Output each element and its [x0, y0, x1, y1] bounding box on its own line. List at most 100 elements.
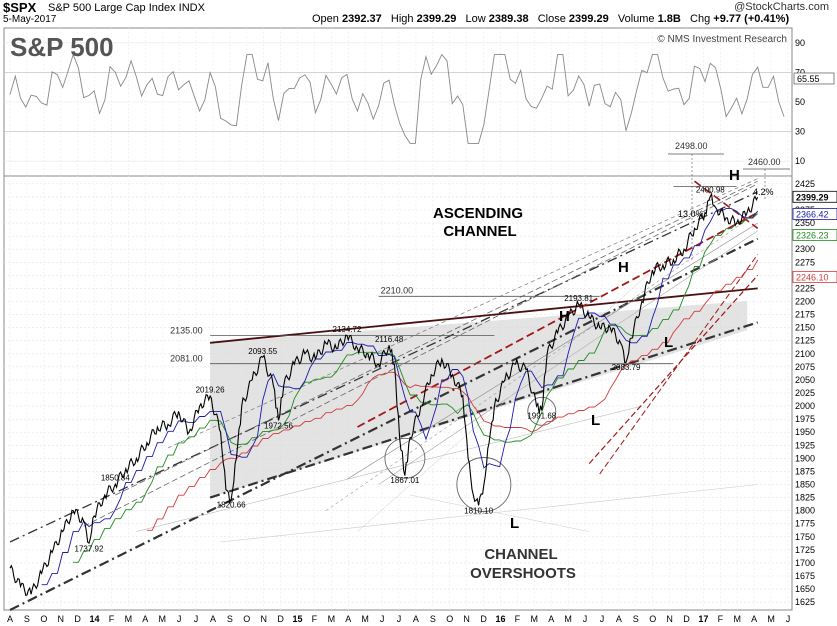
time-tick-label: A — [210, 614, 216, 624]
overshoot-circle — [456, 457, 512, 512]
annotation-channel: CHANNEL — [443, 223, 516, 240]
price-series — [9, 192, 759, 597]
time-tick-label: D — [277, 614, 284, 624]
price-tick-label: 1775 — [795, 519, 815, 529]
price-tick-label: 1850 — [795, 480, 815, 490]
percent-label-4: 4.2% — [753, 187, 774, 197]
price-tick-label: 2200 — [795, 296, 815, 306]
fan-line — [410, 494, 590, 532]
channel-line — [209, 321, 759, 499]
time-tick-label: O — [40, 614, 47, 624]
pattern-l1: L — [510, 515, 519, 532]
time-tick-label: S — [227, 614, 233, 624]
close-label: Close — [537, 13, 566, 25]
price-tick-label: 1700 — [795, 558, 815, 568]
time-tick-label: S — [430, 614, 436, 624]
time-tick-label: J — [786, 614, 791, 624]
time-tick-label: J — [194, 614, 199, 624]
rsi-value-tag — [793, 72, 835, 85]
low-label: Low — [465, 13, 486, 25]
price-tick-label: 2175 — [795, 310, 815, 320]
annotation-ascending: ASCENDING — [433, 205, 523, 222]
price-label-p1810: 1810.10 — [464, 506, 493, 515]
value-tag-t2326: 2326.23 — [796, 230, 829, 240]
volume-label: Volume — [617, 13, 655, 25]
rsi-tick-label: 30 — [795, 127, 805, 137]
rsi-tick-label: 10 — [795, 156, 805, 166]
high-label: High — [390, 13, 414, 25]
channel-line — [210, 287, 758, 344]
level-label-2498: 2498.00 — [675, 141, 708, 151]
time-tick-label: 14 — [90, 614, 100, 624]
time-tick-label: F — [312, 614, 318, 624]
value-tag-box — [792, 208, 837, 220]
price-label-p2093: 2093.55 — [248, 347, 277, 356]
channel-line — [83, 183, 758, 527]
price-label-p1850: 1850.84 — [101, 473, 130, 482]
ma-mid — [73, 213, 758, 563]
price-tick-label: 2150 — [795, 323, 815, 333]
red-downtrend — [694, 180, 759, 229]
percent-label-13: 13.0% — [678, 209, 704, 219]
open-label: Open — [312, 13, 339, 25]
ascending-channel-upper — [9, 191, 758, 543]
price-tick-label: 2300 — [795, 244, 815, 254]
time-tick-label: O — [243, 614, 250, 624]
price-tick-label: 1900 — [795, 453, 815, 463]
price-tick-label: 1650 — [795, 584, 815, 594]
price-label-p2083: 2083.79 — [612, 363, 641, 372]
time-tick-label: A — [751, 614, 757, 624]
price-label-p2116: 2116.48 — [375, 335, 404, 344]
trend-lines — [9, 178, 759, 611]
pattern-h1: H — [559, 308, 570, 325]
time-tick-label: S — [24, 614, 30, 624]
price-tick-label: 1975 — [795, 414, 815, 424]
time-tick-label: O — [446, 614, 453, 624]
price-axis: 2425240023752350232523002275225022252200… — [795, 179, 815, 607]
time-tick-label: M — [361, 614, 369, 624]
pattern-l2: L — [591, 412, 600, 429]
brand-label: @StockCharts.com — [734, 1, 829, 13]
price-tick-label: 1950 — [795, 427, 815, 437]
price-label-p1867: 1867.01 — [390, 476, 419, 485]
time-tick-label: A — [7, 614, 13, 624]
time-tick-label: J — [600, 614, 605, 624]
red-uptrend — [599, 254, 759, 475]
price-line — [9, 192, 759, 597]
level-label-2081: 2081.00 — [170, 354, 203, 364]
fan-line — [378, 230, 758, 485]
time-tick-label: F — [718, 614, 724, 624]
time-tick-label: J — [177, 614, 182, 624]
time-tick-label: M — [158, 614, 166, 624]
close-value: 2399.29 — [568, 13, 609, 25]
fan-line — [136, 405, 642, 532]
time-tick-label: O — [649, 614, 656, 624]
ma-short — [41, 208, 759, 586]
red-uptrend — [588, 274, 759, 465]
time-tick-label: M — [531, 614, 539, 624]
time-tick-label: 17 — [698, 614, 708, 624]
time-tick-label: A — [616, 614, 622, 624]
time-tick-label: M — [328, 614, 336, 624]
ma-long — [146, 259, 759, 531]
price-tick-label: 1925 — [795, 440, 815, 450]
time-tick-label: A — [548, 614, 554, 624]
price-label-p1991: 1991.68 — [527, 412, 556, 421]
time-tick-label: 15 — [293, 614, 303, 624]
rsi-value-text: 65.55 — [797, 74, 820, 84]
high-value: 2399.29 — [416, 13, 457, 25]
time-tick-label: J — [583, 614, 588, 624]
price-tick-label: 1625 — [795, 597, 815, 607]
value-tag-t2366: 2366.42 — [796, 209, 829, 219]
rsi-axis: 90 70 50 30 10 65.55 — [9, 38, 835, 166]
rsi-tick-label: 90 — [795, 38, 805, 48]
price-tick-label: 1825 — [795, 493, 815, 503]
price-tick-label: 1675 — [795, 571, 815, 581]
price-tick-label: 2125 — [795, 336, 815, 346]
time-tick-label: S — [633, 614, 639, 624]
value-tag-t2399: 2399.29 — [796, 192, 829, 202]
overshoot-circle — [384, 437, 426, 479]
time-tick-label: M — [564, 614, 572, 624]
time-tick-label: N — [463, 614, 470, 624]
level-label-2460: 2460.00 — [748, 157, 781, 167]
